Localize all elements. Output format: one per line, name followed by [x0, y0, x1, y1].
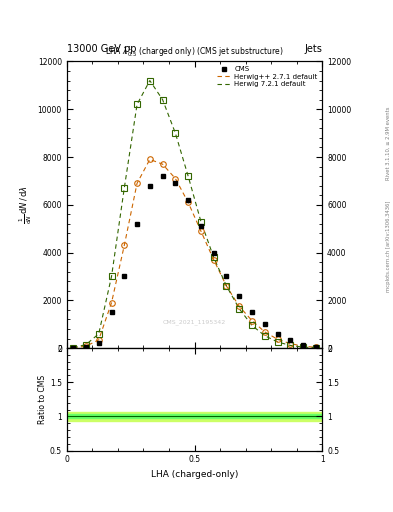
Herwig 7.2.1 default [301, 344, 305, 350]
Herwig++ 2.7.1 default [237, 303, 242, 309]
Herwig++ 2.7.1 default [250, 317, 254, 324]
Herwig 7.2.1 default [135, 101, 140, 108]
CMS [314, 344, 318, 350]
Herwig++ 2.7.1 default [198, 228, 203, 234]
Herwig++ 2.7.1 default [288, 340, 293, 347]
CMS [173, 180, 178, 186]
Herwig++ 2.7.1 default [84, 343, 88, 349]
Text: Rivet 3.1.10, ≥ 2.9M events: Rivet 3.1.10, ≥ 2.9M events [386, 106, 391, 180]
Herwig++ 2.7.1 default [224, 283, 229, 289]
CMS [275, 331, 280, 337]
Herwig 7.2.1 default [122, 185, 127, 191]
Herwig++ 2.7.1 default [314, 344, 318, 350]
Herwig++ 2.7.1 default [122, 242, 127, 248]
Herwig++ 2.7.1 default [301, 343, 305, 349]
Line: Herwig++ 2.7.1 default: Herwig++ 2.7.1 default [73, 159, 316, 348]
Herwig 7.2.1 default [263, 333, 267, 339]
Herwig 7.2.1 default [71, 345, 75, 351]
Legend: CMS, Herwig++ 2.7.1 default, Herwig 7.2.1 default: CMS, Herwig++ 2.7.1 default, Herwig 7.2.… [216, 65, 319, 89]
Herwig++ 2.7.1 default [275, 336, 280, 343]
Text: mcplots.cern.ch [arXiv:1306.3436]: mcplots.cern.ch [arXiv:1306.3436] [386, 200, 391, 291]
X-axis label: LHA (charged-only): LHA (charged-only) [151, 470, 238, 479]
CMS [71, 345, 75, 351]
Text: 13000 GeV pp: 13000 GeV pp [67, 44, 136, 54]
Herwig++ 2.7.1 default [173, 176, 178, 182]
CMS [224, 273, 229, 280]
CMS [198, 223, 203, 229]
Herwig++ 2.7.1 default [160, 161, 165, 167]
CMS [135, 221, 140, 227]
Herwig++ 2.7.1 default [186, 199, 191, 205]
Herwig++ 2.7.1 default [71, 345, 75, 351]
Herwig++ 2.7.1 default [109, 300, 114, 306]
CMS [250, 309, 254, 315]
Herwig 7.2.1 default [198, 219, 203, 225]
Herwig++ 2.7.1 default [211, 257, 216, 263]
Herwig 7.2.1 default [224, 283, 229, 289]
CMS [288, 337, 293, 343]
Text: CMS_2021_1195342: CMS_2021_1195342 [163, 319, 226, 325]
Line: CMS: CMS [71, 174, 318, 350]
Herwig 7.2.1 default [109, 273, 114, 280]
Herwig 7.2.1 default [173, 130, 178, 136]
Herwig 7.2.1 default [160, 97, 165, 103]
CMS [263, 321, 267, 327]
CMS [211, 249, 216, 255]
Herwig 7.2.1 default [84, 342, 88, 348]
Herwig 7.2.1 default [237, 306, 242, 312]
Herwig++ 2.7.1 default [147, 156, 152, 162]
CMS [84, 345, 88, 351]
Y-axis label: Ratio to CMS: Ratio to CMS [38, 375, 47, 424]
CMS [186, 197, 191, 203]
Herwig 7.2.1 default [147, 77, 152, 83]
CMS [237, 292, 242, 298]
CMS [96, 340, 101, 347]
Herwig 7.2.1 default [250, 323, 254, 329]
CMS [109, 309, 114, 315]
CMS [122, 273, 127, 280]
Herwig 7.2.1 default [288, 343, 293, 349]
Line: Herwig 7.2.1 default: Herwig 7.2.1 default [73, 80, 316, 348]
Herwig++ 2.7.1 default [96, 337, 101, 343]
CMS [160, 173, 165, 179]
Herwig++ 2.7.1 default [135, 180, 140, 186]
Herwig 7.2.1 default [96, 331, 101, 337]
Herwig++ 2.7.1 default [263, 329, 267, 335]
Herwig 7.2.1 default [211, 254, 216, 261]
Herwig 7.2.1 default [275, 339, 280, 345]
Herwig 7.2.1 default [314, 345, 318, 351]
Y-axis label: $\frac{1}{\mathrm{d}N}\,\mathrm{d}N\,/\,\mathrm{d}\lambda$: $\frac{1}{\mathrm{d}N}\,\mathrm{d}N\,/\,… [17, 185, 33, 224]
Text: LHA $\lambda^{1}_{0.5}$ (charged only) (CMS jet substructure): LHA $\lambda^{1}_{0.5}$ (charged only) (… [105, 44, 284, 58]
Text: Jets: Jets [305, 44, 322, 54]
Herwig 7.2.1 default [186, 173, 191, 179]
CMS [301, 342, 305, 348]
CMS [147, 183, 152, 189]
